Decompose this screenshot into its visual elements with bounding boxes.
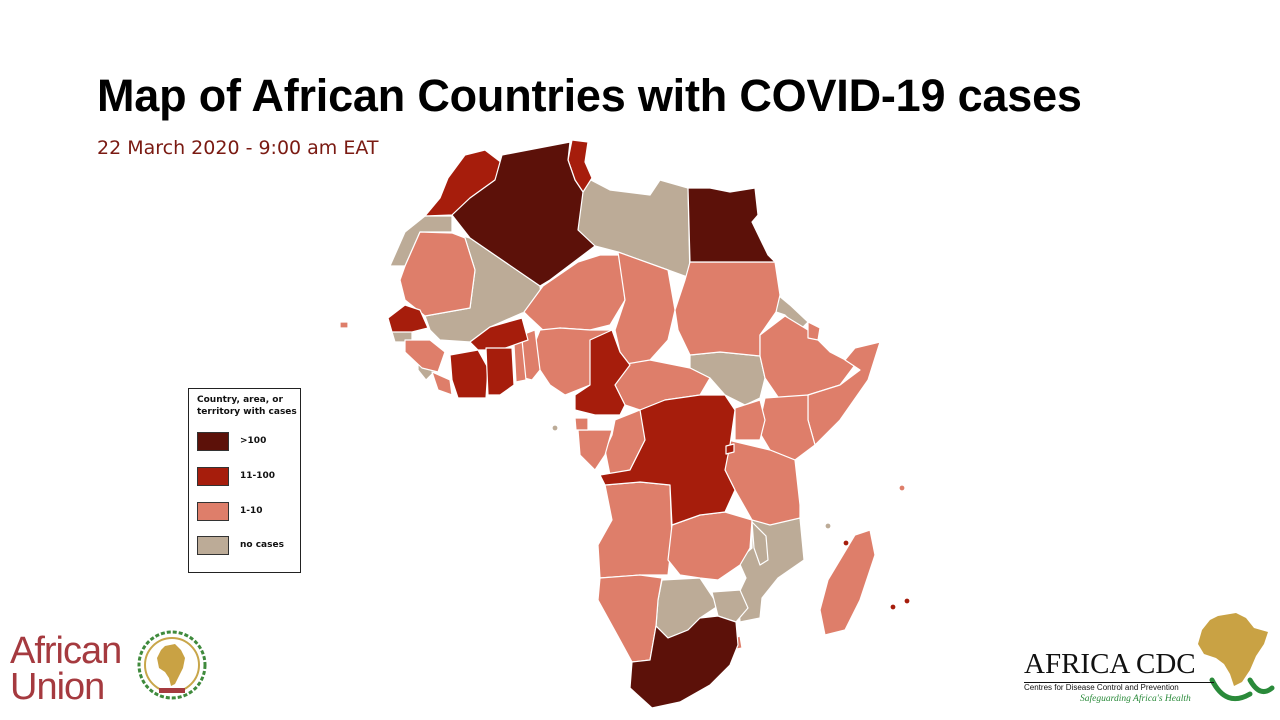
legend-swatch [197, 432, 229, 451]
country-drc [599, 394, 736, 526]
country-equatorial-guinea [574, 417, 589, 431]
country-uganda [734, 399, 766, 441]
country-cameroon [574, 329, 631, 416]
legend-label: 11-100 [240, 471, 276, 481]
country-mauritius [903, 597, 911, 605]
map-legend: Country, area, or territory with cases >… [188, 388, 301, 573]
legend-item-1-10: 1-10 [197, 502, 297, 522]
africa-cdc-divider [1024, 682, 1214, 683]
country-sudan [674, 261, 781, 357]
african-union-logo: African Union [10, 628, 210, 708]
country-mayotte [842, 539, 850, 547]
africa-cdc-logo: AFRICA CDC Centres for Disease Control a… [1020, 610, 1275, 710]
legend-label: >100 [240, 436, 267, 446]
country-senegal [387, 304, 429, 333]
country-comoros [824, 522, 832, 530]
country-guinea [404, 339, 446, 373]
legend-title: Country, area, or territory with cases [197, 395, 297, 417]
africa-cdc-name: AFRICA CDC [1024, 648, 1196, 680]
country-sao-tome [551, 424, 559, 432]
country-djibouti [807, 321, 821, 341]
country-niger [523, 254, 626, 333]
country-malawi [751, 521, 769, 566]
country-mauritania [399, 231, 476, 317]
legend-swatch [197, 536, 229, 555]
au-emblem-icon [137, 630, 207, 700]
country-cabo-verde [339, 321, 349, 329]
country-chad [614, 251, 676, 366]
africa-cdc-emblem-icon [1198, 613, 1275, 702]
country-liberia [431, 371, 453, 396]
country-madagascar [819, 529, 876, 636]
au-logo-line1: African [10, 630, 122, 672]
africa-cdc-tagline: Centres for Disease Control and Preventi… [1024, 683, 1179, 692]
legend-item-no-cases: no cases [197, 536, 297, 556]
country-south-africa [629, 615, 739, 709]
country-gabon [577, 429, 613, 471]
country-rwanda [725, 443, 735, 455]
au-logo-line2: Union [10, 666, 105, 708]
legend-label: 1-10 [240, 506, 263, 516]
legend-swatch [197, 467, 229, 486]
legend-item-over-100: >100 [197, 432, 297, 452]
country-cote-divoire [449, 349, 489, 399]
country-reunion [889, 603, 897, 611]
africa-cdc-motto: Safeguarding Africa's Health [1080, 694, 1191, 704]
country-zimbabwe [711, 589, 749, 623]
slide-title: Map of African Countries with COVID-19 c… [97, 70, 1082, 121]
legend-swatch [197, 502, 229, 521]
country-algeria [451, 141, 596, 287]
country-seychelles [898, 484, 906, 492]
legend-label: no cases [240, 540, 284, 550]
country-egypt [687, 187, 776, 263]
legend-item-11-100: 11-100 [197, 467, 297, 487]
slide-subtitle: 22 March 2020 - 9:00 am EAT [97, 137, 379, 159]
country-angola [597, 481, 673, 579]
country-ghana [485, 347, 515, 396]
